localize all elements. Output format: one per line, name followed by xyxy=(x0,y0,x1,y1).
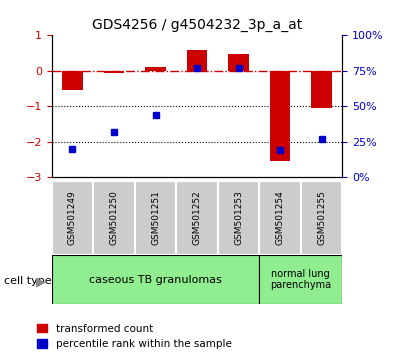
Text: cell type: cell type xyxy=(4,276,52,286)
Bar xyxy=(311,71,332,108)
Text: ▶: ▶ xyxy=(36,275,45,288)
Bar xyxy=(145,67,166,71)
Text: GSM501252: GSM501252 xyxy=(193,190,201,245)
Bar xyxy=(259,181,301,255)
Bar xyxy=(103,71,124,73)
Bar xyxy=(176,181,218,255)
Title: GDS4256 / g4504232_3p_a_at: GDS4256 / g4504232_3p_a_at xyxy=(92,18,302,32)
Bar xyxy=(301,181,342,255)
Bar xyxy=(135,181,176,255)
Bar xyxy=(218,181,259,255)
Bar xyxy=(259,255,342,304)
Text: GSM501254: GSM501254 xyxy=(275,190,285,245)
Bar xyxy=(52,181,93,255)
Text: GSM501250: GSM501250 xyxy=(109,190,119,245)
Bar xyxy=(52,255,259,304)
Bar xyxy=(270,71,291,161)
Bar xyxy=(93,181,135,255)
Text: caseous TB granulomas: caseous TB granulomas xyxy=(89,275,222,285)
Bar xyxy=(228,54,249,71)
Bar xyxy=(62,71,83,90)
Text: GSM501249: GSM501249 xyxy=(68,190,77,245)
Text: normal lung
parenchyma: normal lung parenchyma xyxy=(270,269,332,291)
Text: GSM501251: GSM501251 xyxy=(151,190,160,245)
Text: GSM501253: GSM501253 xyxy=(234,190,243,245)
Bar xyxy=(187,50,207,71)
Text: GSM501255: GSM501255 xyxy=(317,190,326,245)
Legend: transformed count, percentile rank within the sample: transformed count, percentile rank withi… xyxy=(37,324,232,349)
